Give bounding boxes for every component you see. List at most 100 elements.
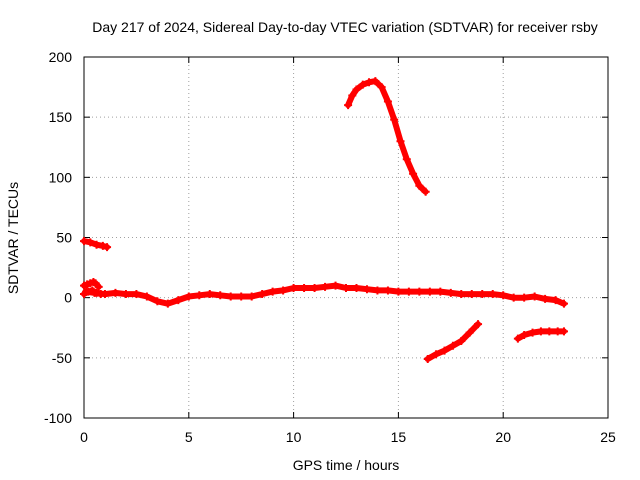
data-point	[559, 299, 568, 308]
data-point	[402, 155, 411, 164]
data-point	[132, 290, 141, 299]
y-tick-label: 0	[64, 290, 72, 306]
data-point	[457, 290, 466, 299]
data-point	[467, 290, 476, 299]
data-point	[279, 286, 288, 295]
data-point	[90, 288, 99, 297]
data-point	[520, 293, 529, 302]
plot-frame	[83, 56, 609, 419]
data-point	[513, 334, 522, 343]
data-point	[432, 350, 441, 359]
data-point	[551, 296, 560, 305]
data-point	[358, 80, 367, 89]
y-tick-label: 50	[56, 230, 72, 246]
y-tick-label: 200	[49, 49, 73, 65]
data-point	[98, 241, 107, 250]
data-point	[457, 336, 466, 345]
data-point	[474, 320, 483, 329]
data-point	[100, 290, 109, 299]
data-point	[237, 292, 246, 301]
data-point	[478, 290, 487, 299]
data-point	[499, 291, 508, 300]
data-point	[362, 285, 371, 294]
data-point	[520, 330, 529, 339]
data-point	[465, 328, 474, 337]
data-point	[409, 169, 418, 178]
y-tick-labels: -100 -50 0 50 100 150 200	[44, 49, 72, 426]
data-point	[82, 287, 91, 296]
data-point	[373, 286, 382, 295]
data-point	[226, 292, 235, 301]
data-point	[383, 286, 392, 295]
data-point	[184, 292, 193, 301]
data-point	[421, 187, 430, 196]
data-point	[86, 238, 95, 247]
data-point	[352, 85, 361, 94]
x-tick-label: 0	[80, 429, 88, 445]
data-point	[440, 346, 449, 355]
data-point	[103, 243, 112, 252]
chart-title: Day 217 of 2024, Sidereal Day-to-day VTE…	[92, 19, 598, 35]
data-point	[94, 282, 103, 291]
data-point	[142, 292, 151, 301]
data-point	[377, 83, 386, 92]
data-point	[153, 297, 162, 306]
data-point	[352, 284, 361, 293]
y-tick-label: 100	[49, 169, 73, 185]
x-tick-label: 5	[185, 429, 193, 445]
data-point	[216, 291, 225, 300]
data-point	[404, 287, 413, 296]
data-point	[446, 288, 455, 297]
data-point	[448, 341, 457, 350]
data-point	[365, 78, 374, 87]
data-point	[545, 327, 554, 336]
data-point	[396, 137, 405, 146]
data-point	[205, 290, 214, 299]
data-point	[195, 291, 204, 300]
grid-lines	[84, 57, 608, 418]
data-point	[310, 284, 319, 293]
data-point	[300, 284, 309, 293]
data-point	[488, 290, 497, 299]
data-point	[415, 181, 424, 190]
axis-ticks	[83, 56, 609, 419]
data-point	[342, 284, 350, 293]
data-point	[247, 292, 256, 301]
data-point	[425, 287, 434, 296]
data-point	[559, 327, 568, 336]
data-point	[268, 287, 277, 296]
x-tick-label: 25	[600, 429, 616, 445]
x-tick-labels: 0 5 10 15 20 25	[80, 429, 616, 445]
x-tick-label: 15	[391, 429, 407, 445]
x-tick-label: 20	[495, 429, 511, 445]
x-tick-label: 10	[286, 429, 302, 445]
data-point	[436, 287, 445, 296]
data-point	[344, 101, 353, 110]
data-point	[111, 288, 120, 297]
x-axis-title: GPS time / hours	[293, 457, 400, 473]
data-point	[348, 91, 357, 100]
data-point	[331, 281, 340, 290]
data-point	[174, 296, 183, 305]
data-point	[80, 237, 88, 246]
data-point	[92, 240, 101, 249]
y-tick-label: -50	[52, 350, 72, 366]
data-point	[390, 115, 399, 124]
data-point	[423, 355, 432, 364]
data-point	[536, 327, 545, 336]
data-point	[121, 290, 130, 299]
data-point	[415, 287, 424, 296]
data-point	[321, 282, 330, 291]
data-point	[163, 299, 172, 308]
data-point	[394, 287, 403, 296]
data-point	[371, 77, 380, 86]
data-point	[530, 292, 539, 301]
data-point	[258, 290, 267, 299]
data-series	[80, 77, 568, 364]
data-point	[541, 294, 550, 303]
y-tick-label: 150	[49, 109, 73, 125]
data-point	[528, 328, 537, 337]
y-tick-label: -100	[44, 410, 72, 426]
data-point	[509, 293, 518, 302]
